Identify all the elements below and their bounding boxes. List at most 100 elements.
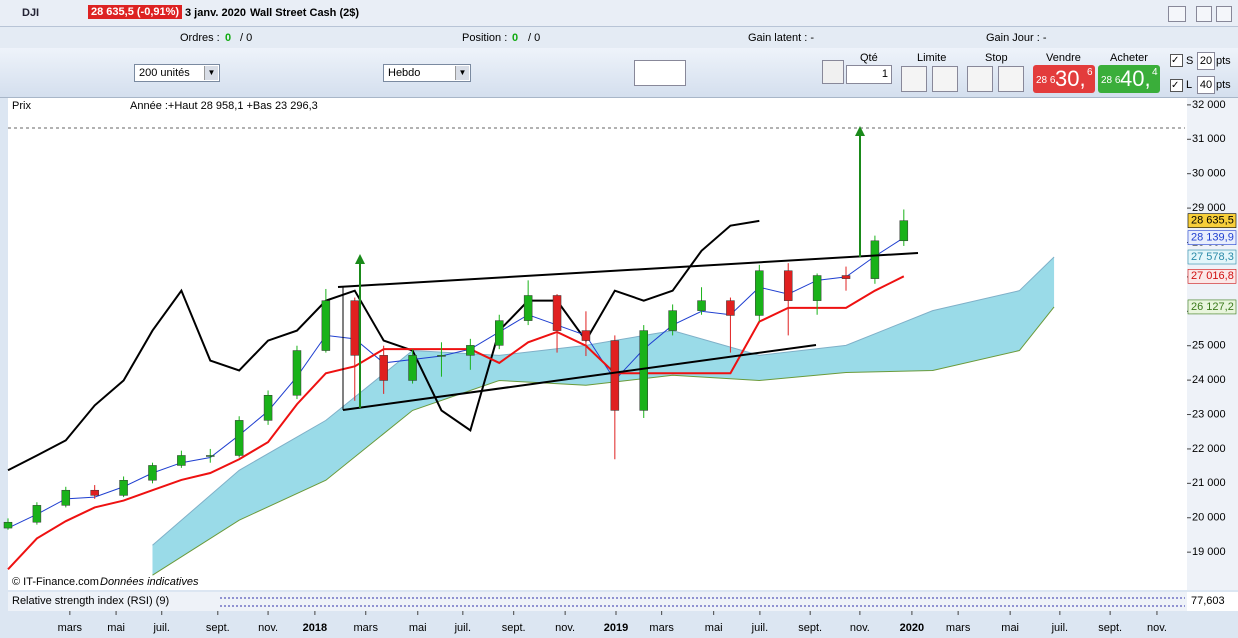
l-checkbox[interactable]: ✓ — [1170, 79, 1183, 92]
close-button[interactable] — [1216, 6, 1232, 22]
qty: 1 — [881, 68, 888, 80]
sell-price-sup: 6 — [1087, 67, 1093, 78]
gain-latent: Gain latent : - — [748, 32, 815, 44]
chart-style-button[interactable] — [634, 60, 686, 86]
candle-body — [90, 489, 99, 496]
sell-price-big: 30, — [1055, 66, 1086, 91]
y-tick-label: 32 000 — [1192, 99, 1226, 111]
status-bar: Ordres : 0 / 0 Position : 0 / 0 Gain lat… — [0, 27, 1238, 48]
dropdown-arrow: ▼ — [204, 66, 218, 80]
orders-total: / 0 — [240, 32, 253, 44]
panel-label: Prix — [12, 100, 31, 112]
s-pts-input[interactable]: 20 — [1197, 52, 1215, 70]
buy-price-small: 28 6 — [1101, 75, 1121, 86]
limit-buy[interactable] — [901, 66, 927, 92]
sell-price-small: 28 6 — [1036, 75, 1056, 86]
candle-body — [755, 270, 764, 316]
price-tag-label: 28 635,5 — [1191, 215, 1234, 227]
pts-label: pts — [1216, 79, 1231, 91]
x-tick-label: 2018 — [303, 622, 327, 634]
qty-input[interactable]: 1 — [846, 65, 892, 84]
instrument: Wall Street Cash (2$) — [250, 7, 360, 19]
trend-line — [342, 344, 817, 411]
gain-jour: Gain Jour : - — [986, 32, 1047, 44]
buy-price-sup: 4 — [1152, 67, 1158, 78]
sell-label: Vendre — [1046, 52, 1081, 64]
x-tick-label: 2020 — [900, 622, 924, 634]
orders-count: 0 — [225, 32, 232, 44]
price-tag-label: 27 578,3 — [1191, 251, 1234, 263]
title-bar: DJI 28 635,5 (-0,91%) 3 janv. 2020 Wall … — [0, 0, 1238, 27]
x-tick-label: nov. — [258, 622, 278, 634]
candle-body — [581, 330, 591, 341]
y-tick-label: 20 000 — [1192, 512, 1226, 524]
minimize-button[interactable] — [1196, 6, 1212, 22]
price-tag — [1187, 249, 1237, 265]
candle-body — [206, 455, 215, 457]
units: 200 unités — [139, 67, 190, 79]
buy-price-big: 40, — [1120, 66, 1151, 91]
l-label: L — [1186, 79, 1193, 91]
units-select[interactable]: 200 unités ▼ — [134, 64, 220, 82]
y-tick-label: 24 000 — [1192, 374, 1226, 386]
date: 3 janv. 2020 — [185, 7, 246, 19]
y-tick-label: 19 000 — [1192, 546, 1226, 558]
candle-body — [841, 275, 851, 279]
x-tick-label: mai — [1001, 622, 1019, 634]
x-tick-label: juil. — [454, 622, 472, 634]
candle-body — [552, 295, 562, 331]
limit-sell[interactable] — [932, 66, 958, 92]
y-tick-label: 23 000 — [1192, 408, 1226, 420]
y-tick-label: 30 000 — [1192, 168, 1226, 180]
trend-line — [337, 252, 919, 288]
s-pts: 20 — [1199, 55, 1213, 67]
cloud-edge — [152, 256, 1055, 546]
buy-button[interactable]: 28 6 40, 4 — [1098, 65, 1160, 93]
candle-body — [495, 320, 504, 346]
price-tag — [1187, 213, 1237, 228]
y-tick-label: 25 000 — [1192, 340, 1226, 352]
options-button[interactable] — [1168, 6, 1186, 22]
stop-sell[interactable] — [998, 66, 1024, 92]
period-select[interactable]: Hebdo ▼ — [383, 64, 471, 82]
settings-button[interactable] — [822, 60, 844, 84]
x-tick-label: nov. — [555, 622, 575, 634]
price-tag-label: 27 016,8 — [1191, 270, 1234, 282]
l-pts-input[interactable]: 40 — [1197, 76, 1215, 94]
candle-body — [379, 355, 388, 381]
rsi-panel — [8, 592, 1187, 611]
stop-label: Stop — [985, 52, 1008, 64]
x-tick-label: mars — [58, 622, 83, 634]
x-tick-label: sept. — [206, 622, 230, 634]
x-tick-label: juil. — [1051, 622, 1069, 634]
x-tick-label: sept. — [502, 622, 526, 634]
candle-body — [292, 350, 302, 396]
s-checkbox[interactable]: ✓ — [1170, 54, 1183, 67]
plot — [3, 209, 1055, 576]
candle-body — [408, 355, 417, 381]
sell-button[interactable]: 28 6 30, 6 — [1033, 65, 1095, 93]
candle-body — [726, 300, 735, 316]
candle-body — [697, 300, 706, 311]
rsi-label: Relative strength index (RSI) (9) — [12, 595, 169, 607]
stop-buy[interactable] — [967, 66, 993, 92]
candle-body — [466, 345, 475, 356]
x-tick-label: sept. — [798, 622, 822, 634]
copyright: © IT-Finance.com — [12, 576, 99, 588]
x-tick-label: mars — [649, 622, 674, 634]
period: Hebdo — [388, 67, 421, 79]
candle-body — [3, 521, 13, 529]
x-tick-label: juil. — [152, 622, 170, 634]
y-tick-label: 22 000 — [1192, 443, 1226, 455]
s-label: S — [1186, 55, 1194, 67]
price-axis — [1187, 98, 1238, 590]
y-tick-label: 21 000 — [1192, 477, 1226, 489]
x-tick-label: nov. — [1147, 622, 1167, 634]
candle-body — [61, 489, 71, 506]
qty-label: Qté — [860, 52, 878, 64]
position-total: / 0 — [528, 32, 541, 44]
position-count: 0 — [512, 32, 519, 44]
candle-body — [177, 455, 186, 466]
drawings — [8, 126, 1185, 411]
candle-body — [437, 355, 446, 357]
